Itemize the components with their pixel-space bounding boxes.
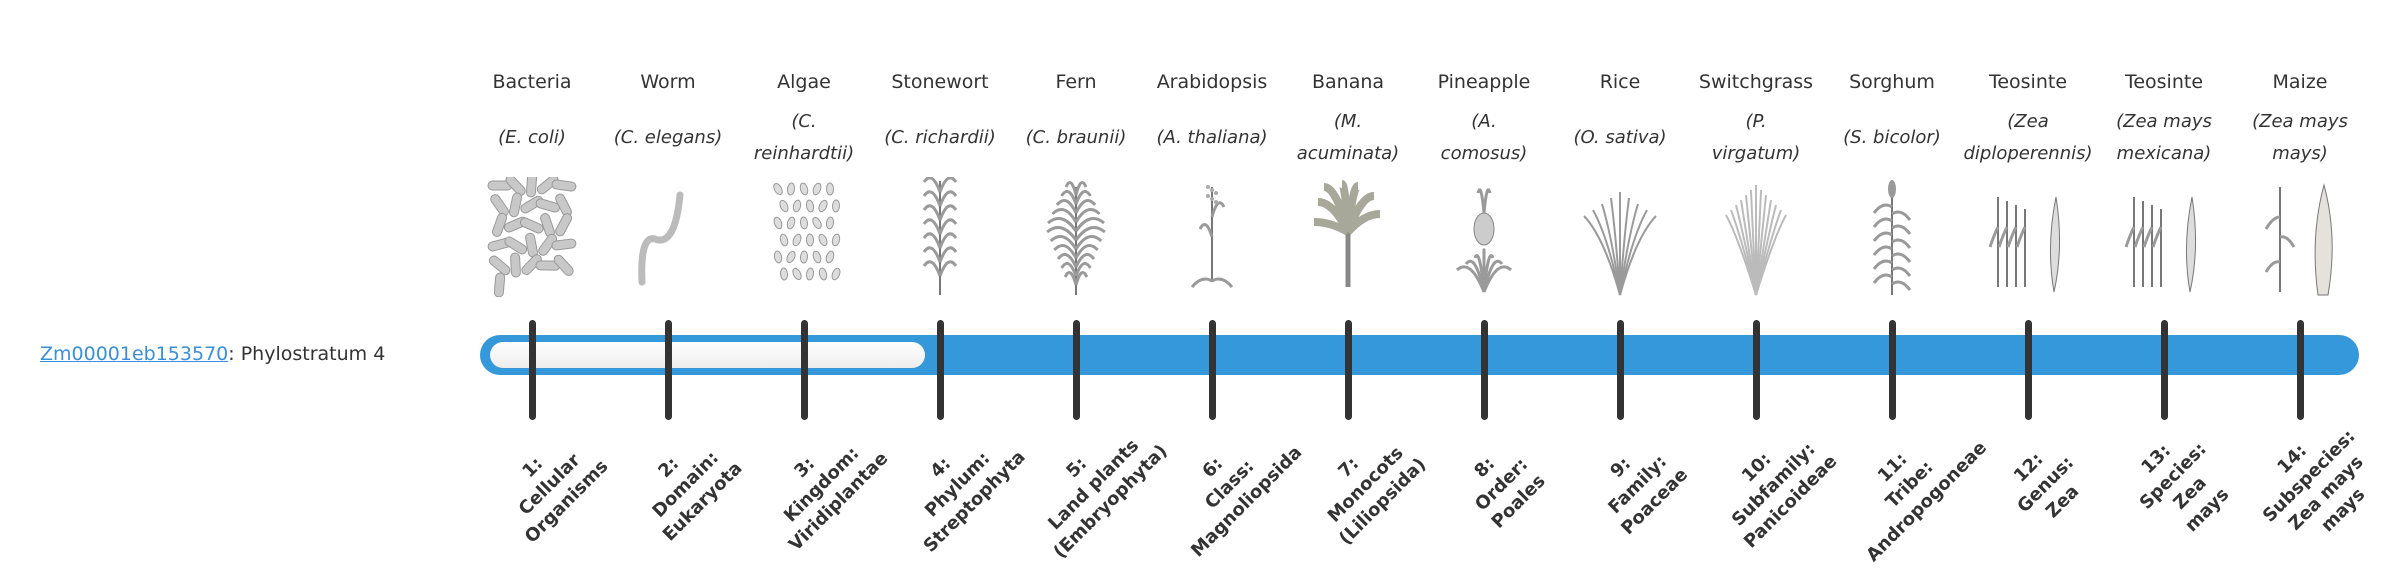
gene-phylostratum-label: Zm00001eb153570: Phylostratum 4 <box>40 340 385 368</box>
species-line: (M. <box>1333 111 1363 132</box>
organism-species: (C. elegans) <box>600 106 736 170</box>
species-line: (C. braunii) <box>1025 127 1127 148</box>
organism-species: (Zea mays mexicana) <box>2096 106 2232 170</box>
organism-species: (C. reinhardtii) <box>736 106 872 170</box>
stratum-tick <box>1889 320 1896 420</box>
organism-name: Switchgrass <box>1698 71 1814 93</box>
species-line: (P. <box>1745 111 1767 132</box>
species-line: (Zea <box>2007 111 2049 132</box>
species-line: (C. <box>791 111 817 132</box>
stratum-tick <box>801 320 808 420</box>
species-line: acuminata) <box>1296 143 1400 164</box>
organism-name: Sorghum <box>1849 71 1935 93</box>
organism-species: (S. bicolor) <box>1824 106 1960 170</box>
arabidopsis-icon <box>1164 177 1260 297</box>
species-line: mays) <box>2272 143 2328 164</box>
species-line: reinhardtii) <box>753 143 855 164</box>
stratum-tick <box>1345 320 1352 420</box>
stratum-tick <box>937 320 944 420</box>
organism-name: Teosinte <box>2124 71 2204 93</box>
stratum-tick <box>2297 320 2304 420</box>
teosinte-icon <box>1980 177 2076 297</box>
pineapple-icon <box>1436 177 1532 297</box>
species-line: virgatum) <box>1711 143 1801 164</box>
organism-species: (A. thaliana) <box>1144 106 1280 170</box>
sorghum-icon <box>1844 177 1940 297</box>
algae-icon <box>756 177 852 297</box>
gene-id-link[interactable]: Zm00001eb153570 <box>40 343 229 365</box>
worm-icon <box>620 177 716 297</box>
fern-icon <box>1028 177 1124 297</box>
species-line: (C. elegans) <box>613 127 723 148</box>
stratum-tick <box>665 320 672 420</box>
organism-name: Fern <box>1055 71 1097 93</box>
stratum-tick <box>529 320 536 420</box>
species-line: (C. richardii) <box>884 127 996 148</box>
organism-species: (Zea mays mays) <box>2232 106 2368 170</box>
phylostratum-bar[interactable] <box>480 335 2359 375</box>
species-line: (O. sativa) <box>1573 127 1667 148</box>
stratum-tick <box>2161 320 2168 420</box>
organism-species: (A. comosus) <box>1416 106 1552 170</box>
organism-species: (C. richardii) <box>872 106 1008 170</box>
switchgrass-icon <box>1708 177 1804 297</box>
stonewort-icon <box>892 176 988 297</box>
species-line: (A. <box>1471 111 1497 132</box>
organism-name: Algae <box>777 71 831 93</box>
organism-name: Rice <box>1599 71 1641 93</box>
species-line: mexicana) <box>2116 143 2212 164</box>
organism-name: Banana <box>1311 71 1385 93</box>
stratum-tick <box>1753 320 1760 420</box>
species-line: (E. coli) <box>498 127 566 148</box>
organism-species: (C. braunii) <box>1008 106 1144 170</box>
stratum-label-line: Andropogoneae <box>1862 437 1991 566</box>
teosinte-icon <box>2116 177 2212 297</box>
phylostratum-text: Phylostratum 4 <box>240 343 386 365</box>
maize-icon <box>2252 177 2348 297</box>
organism-name: Bacteria <box>492 71 572 93</box>
organism-species: (P. virgatum) <box>1688 106 1824 170</box>
organism-name: Pineapple <box>1437 71 1531 93</box>
organism-name: Stonewort <box>891 71 989 93</box>
rice-icon <box>1572 177 1668 297</box>
organism-species: (Zea diploperennis) <box>1960 106 2096 170</box>
banana-icon <box>1300 177 1396 297</box>
organism-name: Maize <box>2272 71 2328 93</box>
organism-species: (O. sativa) <box>1552 106 1688 170</box>
stratum-label: 14: Subspecies: Zea mays mays <box>2237 404 2400 567</box>
organism-name: Teosinte <box>1988 71 2068 93</box>
species-line: diploperennis) <box>1963 143 2093 164</box>
bacteria-icon <box>484 172 580 298</box>
stratum-tick <box>1209 320 1216 420</box>
species-line: comosus) <box>1440 143 1528 164</box>
organism-name: Arabidopsis <box>1156 71 1268 93</box>
stratum-tick <box>1073 320 1080 420</box>
species-line: (A. thaliana) <box>1156 127 1268 148</box>
species-line: (Zea mays <box>2252 111 2348 132</box>
species-line: (S. bicolor) <box>1843 127 1941 148</box>
species-line: (Zea mays <box>2116 111 2212 132</box>
organism-name: Worm <box>640 71 696 93</box>
organism-species: (E. coli) <box>464 106 600 170</box>
stratum-tick <box>1481 320 1488 420</box>
separator: : <box>228 343 241 365</box>
phylostratum-bar-empty-region <box>490 342 925 368</box>
organism-species: (M. acuminata) <box>1280 106 1416 170</box>
stratum-tick <box>2025 320 2032 420</box>
stratum-tick <box>1617 320 1624 420</box>
